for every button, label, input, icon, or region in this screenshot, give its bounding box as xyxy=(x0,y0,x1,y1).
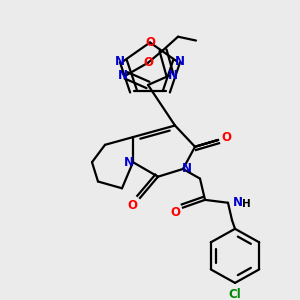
Text: O: O xyxy=(170,206,180,219)
Text: N: N xyxy=(168,69,178,82)
Text: O: O xyxy=(145,36,155,49)
Text: N: N xyxy=(118,69,128,82)
Text: H: H xyxy=(242,199,251,209)
Text: Cl: Cl xyxy=(229,288,242,300)
Text: O: O xyxy=(221,130,231,144)
Text: N: N xyxy=(116,55,125,68)
Text: N: N xyxy=(175,55,184,68)
Text: N: N xyxy=(233,196,243,209)
Text: O: O xyxy=(143,56,153,69)
Text: N: N xyxy=(182,163,192,176)
Text: O: O xyxy=(127,199,137,212)
Text: N: N xyxy=(124,156,134,169)
